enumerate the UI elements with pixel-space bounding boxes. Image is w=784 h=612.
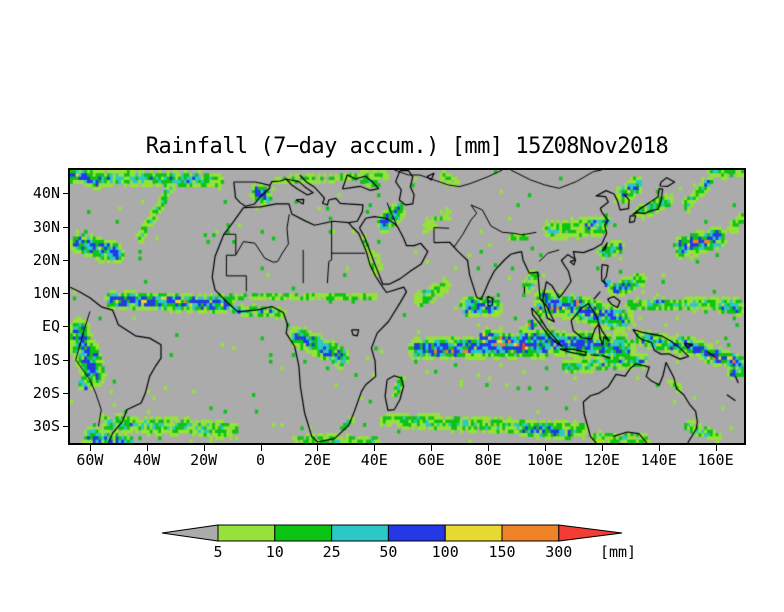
x-tick-label: 140E (640, 451, 677, 469)
x-tick-label: 120E (583, 451, 620, 469)
x-tick-label: 0 (256, 451, 266, 469)
y-tick-mark (63, 193, 70, 195)
colorbar-segment (444, 524, 503, 542)
x-tick-label: 60W (76, 451, 104, 469)
x-tick-mark (601, 445, 603, 451)
y-tick-label: 20S (32, 384, 60, 403)
x-tick-mark (374, 445, 376, 451)
x-tick-mark (431, 445, 433, 451)
colorbar-legend (161, 524, 623, 542)
x-tick-label: 60E (417, 451, 445, 469)
x-tick-label: 100E (526, 451, 563, 469)
colorbar-above-max-arrow (558, 524, 623, 542)
y-tick-label: 30S (32, 417, 60, 436)
y-tick-mark (63, 359, 70, 361)
x-tick-label: 40E (360, 451, 388, 469)
plot-title: Rainfall (7−day accum.) [mm] 15Z08Nov201… (145, 134, 669, 159)
y-tick-label: 20N (32, 250, 60, 269)
y-tick-label: 10S (32, 350, 60, 369)
colorbar-segment (331, 524, 389, 542)
y-tick-mark (63, 226, 70, 228)
rainfall-map-canvas (70, 170, 744, 443)
colorbar-segment (501, 524, 560, 542)
x-tick-label: 80E (474, 451, 502, 469)
x-tick-label: 20W (190, 451, 218, 469)
colorbar-segment (274, 524, 333, 542)
y-tick-label: 40N (32, 184, 60, 203)
y-tick-label: EQ (41, 317, 60, 336)
x-tick-mark (658, 445, 660, 451)
colorbar-units-label: [mm] (599, 543, 637, 561)
map-frame (68, 168, 746, 445)
colorbar-level-label: 300 (545, 543, 573, 561)
x-tick-mark (544, 445, 546, 451)
x-tick-label: 160E (697, 451, 734, 469)
colorbar-level-label: 100 (431, 543, 459, 561)
y-tick-mark (63, 259, 70, 261)
colorbar-segment (217, 524, 276, 542)
y-tick-mark (63, 293, 70, 295)
x-tick-mark (146, 445, 148, 451)
colorbar-level-label: 25 (322, 543, 341, 561)
x-tick-mark (488, 445, 490, 451)
colorbar-segment (387, 524, 446, 542)
y-tick-mark (63, 326, 70, 328)
x-tick-mark (260, 445, 262, 451)
x-tick-label: 40W (133, 451, 161, 469)
x-tick-mark (317, 445, 319, 451)
y-tick-label: 30N (32, 217, 60, 236)
x-tick-mark (715, 445, 717, 451)
x-tick-mark (203, 445, 205, 451)
y-tick-mark (63, 426, 70, 428)
colorbar-level-label: 150 (488, 543, 516, 561)
colorbar-level-label: 50 (379, 543, 398, 561)
x-tick-mark (89, 445, 91, 451)
y-tick-mark (63, 393, 70, 395)
colorbar-level-label: 10 (265, 543, 284, 561)
y-tick-label: 10N (32, 284, 60, 303)
x-tick-label: 20E (303, 451, 331, 469)
colorbar-below-min-arrow (161, 524, 219, 542)
colorbar-level-label: 5 (213, 543, 223, 561)
